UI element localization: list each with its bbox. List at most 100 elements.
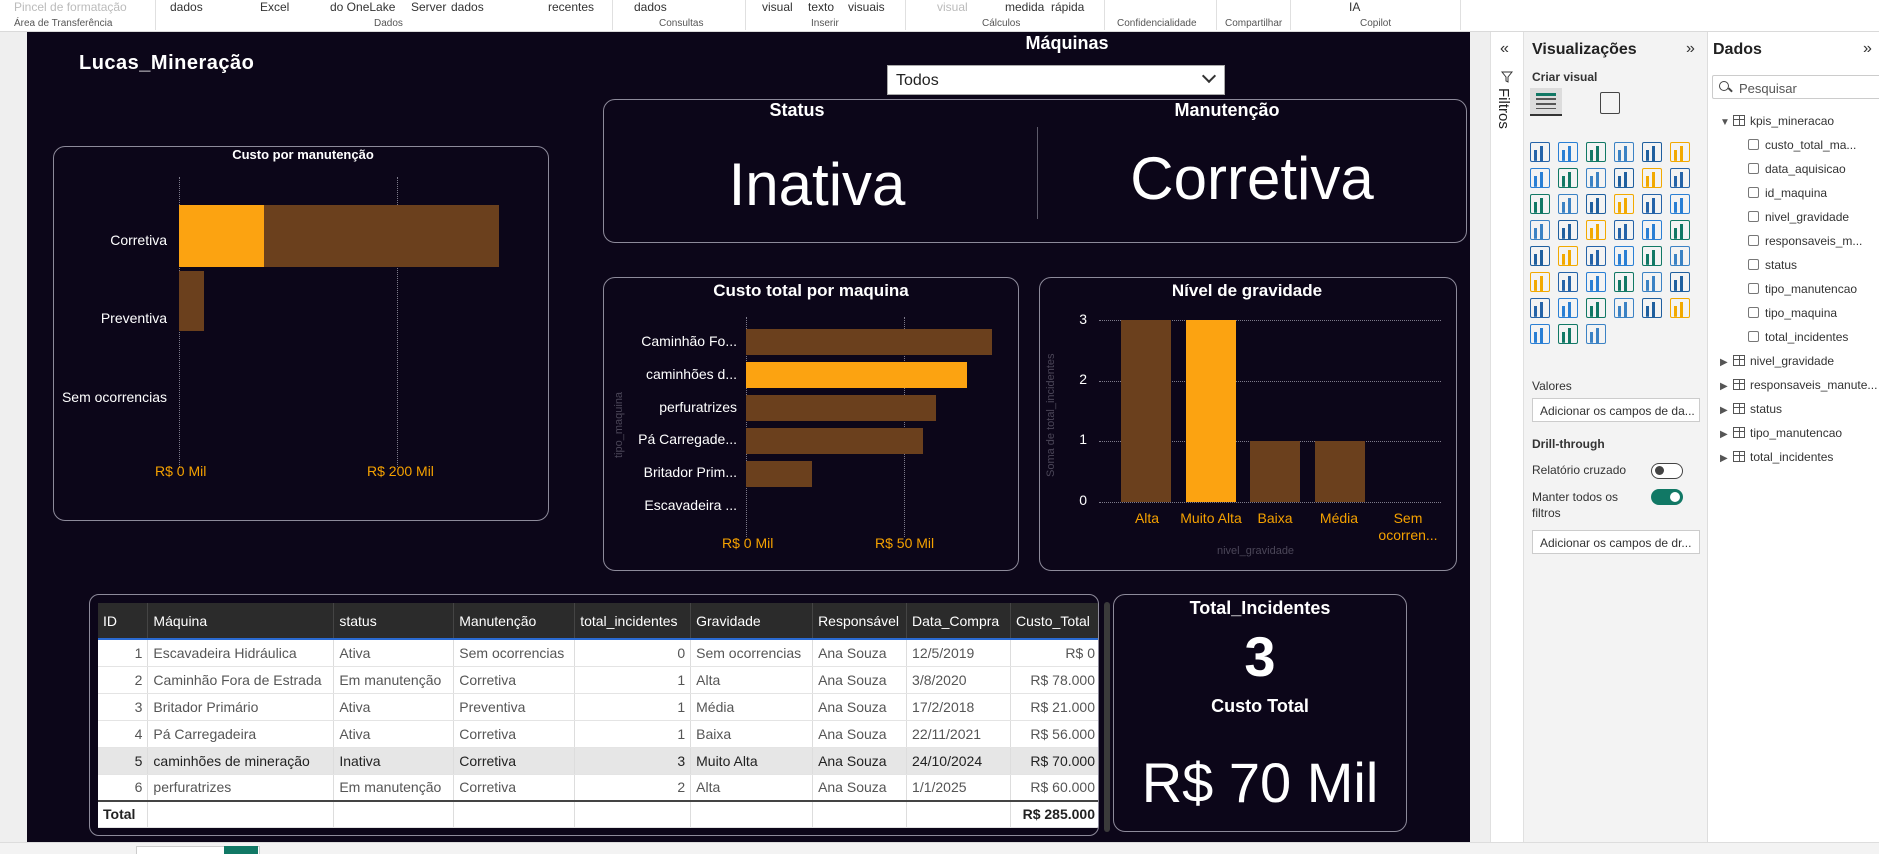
visual-type-icon[interactable] — [1530, 168, 1550, 188]
ribbon-item-dados-3[interactable]: dados — [634, 0, 667, 14]
table-row[interactable]: 2 Caminhão Fora de Estrada Em manutenção Co… — [98, 666, 1098, 694]
field-item[interactable]: tipo_maquina — [1748, 306, 1837, 320]
ribbon-item-ia[interactable]: IA — [1349, 0, 1361, 14]
field-item[interactable]: responsaveis_m... — [1748, 234, 1862, 248]
column-header[interactable]: ID — [98, 603, 149, 640]
machines-filter-dropdown[interactable]: Todos — [887, 65, 1225, 95]
ribbon-item-rapida[interactable]: rápida — [1051, 0, 1085, 14]
visual-type-icon[interactable] — [1670, 194, 1690, 214]
column-header[interactable]: Data_Compra — [906, 603, 1011, 640]
visual-type-icon[interactable] — [1558, 324, 1578, 344]
visual-type-icon[interactable] — [1642, 246, 1662, 266]
visual-type-icon[interactable] — [1614, 194, 1634, 214]
visual-type-icon[interactable] — [1642, 272, 1662, 292]
visual-type-icon[interactable] — [1558, 272, 1578, 292]
expand-left-icon[interactable]: « — [1500, 40, 1509, 57]
visual-type-icon[interactable] — [1586, 298, 1606, 318]
field-item[interactable]: data_aquisicao — [1748, 162, 1846, 176]
visual-type-icon[interactable] — [1558, 168, 1578, 188]
visual-type-icon[interactable] — [1586, 142, 1606, 162]
column-header[interactable]: Custo_Total — [1010, 603, 1098, 640]
visual-type-icon[interactable] — [1614, 142, 1634, 162]
ribbon-item-dados[interactable]: dados — [170, 0, 203, 14]
field-checkbox[interactable] — [1748, 139, 1759, 150]
kpi-card[interactable] — [1113, 594, 1407, 832]
ribbon-item-medida[interactable]: medida — [1005, 0, 1045, 14]
field-item[interactable]: tipo_manutencao — [1748, 282, 1857, 296]
column-header[interactable]: status — [333, 603, 455, 640]
ribbon-item-texto[interactable]: texto — [808, 0, 835, 14]
field-checkbox[interactable] — [1748, 307, 1759, 318]
table-row[interactable]: 5 caminhões de mineração Inativa Corretiva 3… — [98, 747, 1098, 775]
drillthrough-drop-zone[interactable]: Adicionar os campos de dr... — [1532, 530, 1700, 554]
chevron-right-icon[interactable]: ▶ — [1720, 405, 1728, 416]
visual-type-icon[interactable] — [1642, 298, 1662, 318]
cross-report-toggle[interactable] — [1651, 463, 1683, 479]
visual-type-icon[interactable] — [1586, 194, 1606, 214]
ribbon-item-visual[interactable]: visual — [762, 0, 793, 14]
chevron-right-icon[interactable]: ▶ — [1720, 429, 1728, 440]
tree-table[interactable]: ▶ total_incidentes — [1720, 450, 1833, 464]
visual-type-icon[interactable] — [1586, 324, 1606, 344]
values-drop-zone[interactable]: Adicionar os campos de da... — [1532, 398, 1700, 422]
field-checkbox[interactable] — [1748, 283, 1759, 294]
field-checkbox[interactable] — [1748, 259, 1759, 270]
custo-maquina-chart[interactable] — [603, 277, 1019, 571]
visual-type-icon[interactable] — [1530, 142, 1550, 162]
column-header[interactable]: Responsável — [812, 603, 908, 640]
page-tab[interactable] — [136, 846, 260, 854]
ribbon-item-visuais[interactable]: visuais — [848, 0, 885, 14]
field-checkbox[interactable] — [1748, 235, 1759, 246]
visual-type-icon[interactable] — [1558, 246, 1578, 266]
data-table[interactable]: ID Máquina status Manutenção total_incid… — [89, 594, 1099, 836]
field-checkbox[interactable] — [1748, 211, 1759, 222]
keep-filters-toggle[interactable] — [1651, 489, 1683, 505]
field-checkbox[interactable] — [1748, 331, 1759, 342]
visual-type-icon[interactable] — [1558, 194, 1578, 214]
chevron-right-icon[interactable]: ▶ — [1720, 453, 1728, 464]
visual-type-icon[interactable] — [1530, 298, 1550, 318]
visual-type-icon[interactable] — [1530, 324, 1550, 344]
column-header[interactable]: Gravidade — [690, 603, 814, 640]
field-item[interactable]: status — [1748, 258, 1797, 272]
visual-type-icon[interactable] — [1670, 168, 1690, 188]
visual-type-icon[interactable] — [1530, 272, 1550, 292]
visual-type-icon[interactable] — [1558, 220, 1578, 240]
table-row[interactable]: 3 Britador Primário Ativa Preventiva 1 Média A… — [98, 693, 1098, 721]
search-input[interactable]: Pesquisar — [1739, 81, 1797, 96]
field-item[interactable]: nivel_gravidade — [1748, 210, 1849, 224]
chevron-right-icon[interactable]: ▶ — [1720, 357, 1728, 368]
collapse-right-icon[interactable]: » — [1686, 40, 1695, 57]
visual-type-icon[interactable] — [1614, 168, 1634, 188]
ribbon-item-server[interactable]: Server — [411, 0, 447, 14]
tree-table-kpis[interactable]: ▼ kpis_mineracao — [1720, 114, 1835, 128]
tree-table[interactable]: ▶ responsaveis_manute... — [1720, 378, 1877, 392]
collapse-right-icon[interactable]: » — [1863, 40, 1872, 57]
visual-type-icon[interactable] — [1614, 220, 1634, 240]
ribbon-item-excel[interactable]: Excel — [260, 0, 290, 14]
visual-type-icon[interactable] — [1670, 220, 1690, 240]
visual-type-icon[interactable] — [1642, 142, 1662, 162]
field-item[interactable]: id_maquina — [1748, 186, 1827, 200]
visual-type-icon[interactable] — [1642, 194, 1662, 214]
format-visual-icon[interactable] — [1600, 92, 1620, 114]
visual-type-icon[interactable] — [1614, 298, 1634, 318]
tree-table[interactable]: ▶ nivel_gravidade — [1720, 354, 1834, 368]
data-search-box[interactable]: Pesquisar — [1712, 75, 1879, 99]
visual-type-icon[interactable] — [1530, 194, 1550, 214]
custo-manutencao-chart[interactable] — [53, 146, 549, 521]
ribbon-item-format-painter[interactable]: Pincel de formatação — [14, 0, 127, 14]
build-visual-tab[interactable] — [1530, 88, 1562, 116]
table-row[interactable]: 4 Pá Carregadeira Ativa Corretiva 1 Baixa Ana … — [98, 720, 1098, 748]
table-row[interactable]: 6 perfuratrizes Em manutenção Corretiva 2 Alt… — [98, 774, 1098, 802]
visual-type-icon[interactable] — [1642, 220, 1662, 240]
table-scrollbar[interactable] — [1104, 602, 1110, 832]
visual-type-icon[interactable] — [1670, 298, 1690, 318]
visual-type-icon[interactable] — [1558, 298, 1578, 318]
visual-type-icon[interactable] — [1670, 272, 1690, 292]
ribbon-item-dados-2[interactable]: dados — [451, 0, 484, 14]
visual-type-icon[interactable] — [1586, 168, 1606, 188]
field-item[interactable]: total_incidentes — [1748, 330, 1848, 344]
status-maintenance-panel[interactable] — [603, 99, 1467, 243]
filters-pane[interactable]: « Filtros — [1490, 32, 1524, 842]
